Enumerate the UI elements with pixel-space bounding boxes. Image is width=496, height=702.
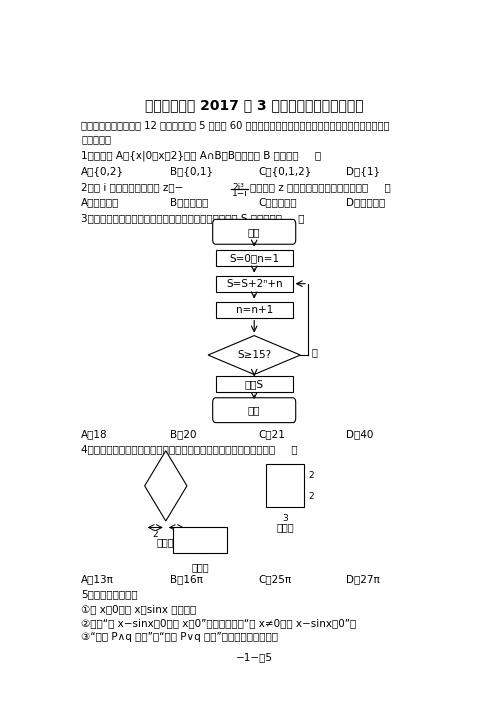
Text: 1−i: 1−i [232,189,248,198]
Text: A．18: A．18 [81,429,108,439]
Text: ②命题“若 x−sinx＝0，则 x＝0”的逆否命题为“若 x≠0，则 x−sinx＝0”；: ②命题“若 x−sinx＝0，则 x＝0”的逆否命题为“若 x≠0，则 x−si… [81,618,357,628]
Text: C．25π: C．25π [258,574,291,585]
Text: B．第二象限: B．第二象限 [170,197,208,207]
FancyBboxPatch shape [213,398,296,423]
Text: 1．若集合 A＝{x|0＜x＜2}，且 A∩B＝B，则集合 B 可能是（     ）: 1．若集合 A＝{x|0＜x＜2}，且 A∩B＝B，则集合 B 可能是（ ） [81,151,321,161]
Text: 俧视图: 俧视图 [191,562,209,573]
Text: C．21: C．21 [258,429,285,439]
Text: 要求的。）: 要求的。） [81,135,111,145]
Bar [216,302,293,318]
Text: ①若 x＞0，则 x＞sinx 恒成立；: ①若 x＞0，则 x＞sinx 恒成立； [81,604,196,614]
Text: 2: 2 [309,470,314,479]
Text: 3: 3 [282,514,288,523]
Bar [216,376,293,392]
Text: B．20: B．20 [170,429,196,439]
Text: A．13π: A．13π [81,574,114,585]
Text: 否: 否 [311,347,317,357]
Text: 开始: 开始 [248,227,260,237]
Text: S=0，n=1: S=0，n=1 [229,253,279,263]
Text: 2: 2 [309,492,314,501]
Text: 一、选择题（本大题共 12 小题，每小题 5 分，共 60 分，在每小题给出的四个选项中，只有一项是满足题目: 一、选择题（本大题共 12 小题，每小题 5 分，共 60 分，在每小题给出的四… [81,121,390,131]
Text: n=n+1: n=n+1 [236,305,273,314]
Polygon shape [208,336,301,374]
Text: B．{0,1}: B．{0,1} [170,166,213,176]
Polygon shape [145,451,187,521]
Bar [266,464,304,508]
Text: A．第一象限: A．第一象限 [81,197,120,207]
Text: B．16π: B．16π [170,574,202,585]
Text: D．40: D．40 [346,429,374,439]
Text: 2i³: 2i³ [232,183,244,192]
Text: 3．阅读如图所示的程序框图，运行相应的程序，输出的 S 的值等于（     ）: 3．阅读如图所示的程序框图，运行相应的程序，输出的 S 的值等于（ ） [81,213,305,223]
Text: D．第四象限: D．第四象限 [346,197,386,207]
Text: −1−／5: −1−／5 [236,652,273,663]
Text: 2: 2 [174,530,179,539]
Text: 5．下列四个结论：: 5．下列四个结论： [81,590,138,600]
Bar [174,527,227,553]
Text: 结束: 结束 [248,405,260,415]
Text: 2: 2 [152,530,158,539]
Text: A．{0,2}: A．{0,2} [81,166,124,176]
Text: 正视图: 正视图 [157,537,175,548]
Text: ③“命题 P∧q 为真”是“命题 P∨q 为真”的充分不必要条件；: ③“命题 P∧q 为真”是“命题 P∨q 为真”的充分不必要条件； [81,632,278,642]
Text: D．27π: D．27π [346,574,380,585]
Text: C．{0,1,2}: C．{0,1,2} [258,166,311,176]
Text: 4．某一简单几何体的三视图如所示，该几何体的外接球的表面积是（     ）: 4．某一简单几何体的三视图如所示，该几何体的外接球的表面积是（ ） [81,444,298,454]
Text: S≥15?: S≥15? [237,350,271,360]
Text: 2．设 i 是虚数单位，复数 z＝−: 2．设 i 是虚数单位，复数 z＝− [81,182,184,192]
Bar [216,250,293,266]
Text: S=S+2ⁿ+n: S=S+2ⁿ+n [226,279,283,289]
Text: 俧视图: 俧视图 [276,522,294,533]
Bar [216,276,293,292]
FancyBboxPatch shape [213,220,296,244]
Text: 湖北省黄冈市 2017 年 3 月高考模拟文科数学试卷: 湖北省黄冈市 2017 年 3 月高考模拟文科数学试卷 [145,98,364,112]
Text: 是: 是 [260,379,266,389]
Text: ，则复数 z 在复平面内所对应的点位于（     ）: ，则复数 z 在复平面内所对应的点位于（ ） [250,182,391,192]
Text: 输出S: 输出S [245,379,264,389]
Text: D．{1}: D．{1} [346,166,380,176]
Text: C．第三象限: C．第三象限 [258,197,297,207]
